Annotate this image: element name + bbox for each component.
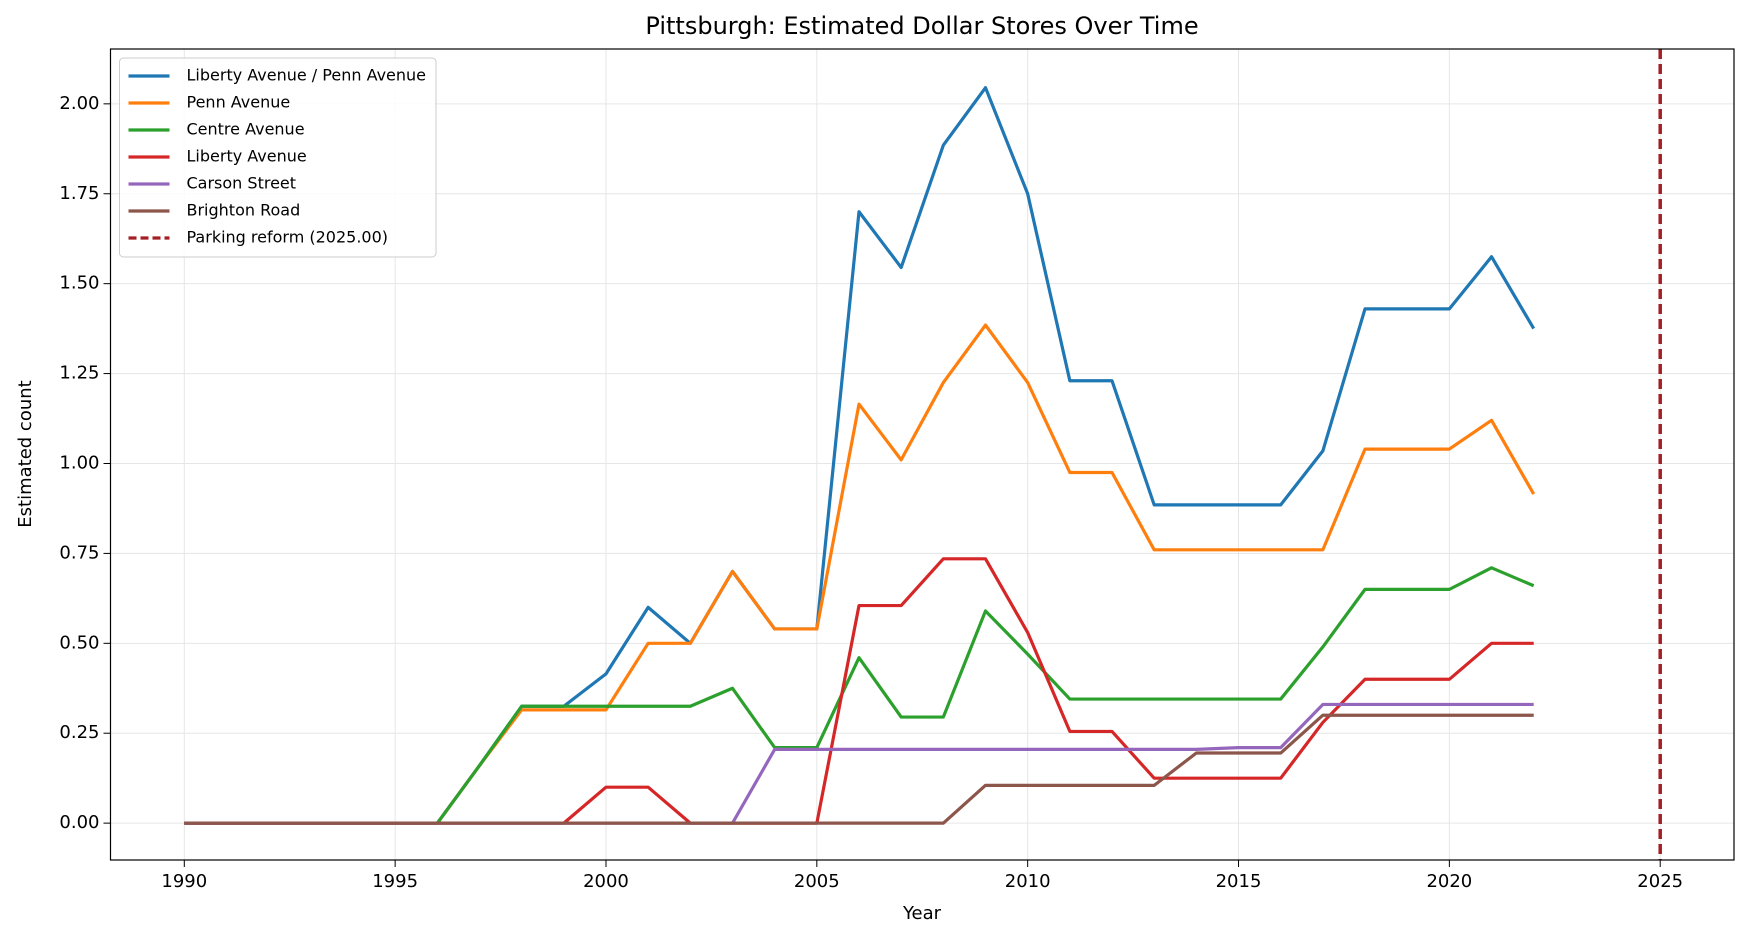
y-tick-label: 0.75 <box>59 542 99 563</box>
legend-label: Carson Street <box>187 174 297 193</box>
x-tick-label: 2005 <box>794 871 840 892</box>
y-tick-label: 1.00 <box>59 452 99 473</box>
x-tick-label: 2025 <box>1637 871 1683 892</box>
legend-label: Centre Avenue <box>187 120 305 139</box>
y-tick-label: 0.25 <box>59 722 99 743</box>
y-tick-label: 1.75 <box>59 183 99 204</box>
x-axis-label: Year <box>902 903 942 924</box>
legend: Liberty Avenue / Penn Avenue Penn Avenue C… <box>119 57 437 258</box>
x-tick-label: 1990 <box>161 871 207 892</box>
legend-box <box>119 57 437 258</box>
x-tick-label: 2020 <box>1426 871 1472 892</box>
y-tick-label: 2.00 <box>59 93 99 114</box>
x-tick-label: 2015 <box>1216 871 1262 892</box>
series-line <box>184 713 1534 825</box>
y-axis-label: Estimated count <box>15 380 36 527</box>
x-tick-label: 1995 <box>372 871 418 892</box>
y-tick-label: 1.25 <box>59 363 99 384</box>
legend-label: Liberty Avenue <box>187 147 307 166</box>
legend-label: Brighton Road <box>187 201 301 220</box>
series-line <box>184 557 1534 825</box>
x-tick-label: 2010 <box>1005 871 1051 892</box>
plot-frame <box>109 48 1735 861</box>
y-tick-label: 0.00 <box>59 812 99 833</box>
legend-label: Liberty Avenue / Penn Avenue <box>187 66 427 85</box>
legend-label: Penn Avenue <box>187 93 291 112</box>
chart-title: Pittsburgh: Estimated Dollar Stores Over… <box>645 12 1198 40</box>
legend-label: Parking reform (2025.00) <box>187 228 389 247</box>
x-tick-label: 2000 <box>583 871 629 892</box>
series-line <box>184 702 1534 825</box>
y-tick-label: 1.50 <box>59 273 99 294</box>
y-tick-label: 0.50 <box>59 632 99 653</box>
